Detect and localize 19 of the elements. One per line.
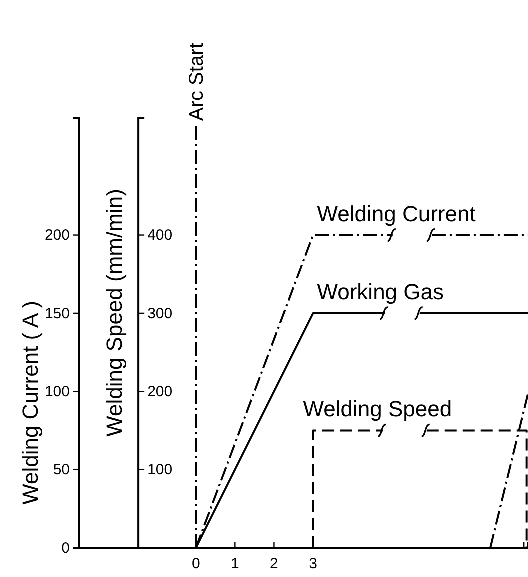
series-label: Welding Speed: [303, 396, 452, 422]
series-label: Welding Current: [317, 201, 476, 226]
y-tick-label: 100: [44, 383, 70, 400]
series-label: Working Gas: [317, 279, 444, 304]
y2-tick-label: 100: [148, 462, 173, 479]
y-tick-label: 0: [62, 540, 70, 557]
x-tick-label: 0: [192, 556, 200, 573]
x-tick-label: 3: [309, 556, 318, 573]
y2-axis-title: Welding Speed (mm/min): [102, 189, 127, 437]
y2-tick-label: 200: [148, 383, 173, 400]
y2-tick-label: 300: [148, 305, 173, 322]
y-tick-label: 150: [44, 305, 70, 322]
ref-line-label: Arc Start: [186, 42, 208, 121]
y-axis-title: Welding Current ( A ): [18, 301, 43, 505]
x-tick-label: 1: [231, 556, 240, 573]
y2-tick-label: 400: [148, 227, 173, 244]
x-tick-label: 2: [270, 556, 278, 573]
y-tick-label: 200: [44, 227, 70, 244]
y-tick-label: 50: [53, 462, 70, 479]
